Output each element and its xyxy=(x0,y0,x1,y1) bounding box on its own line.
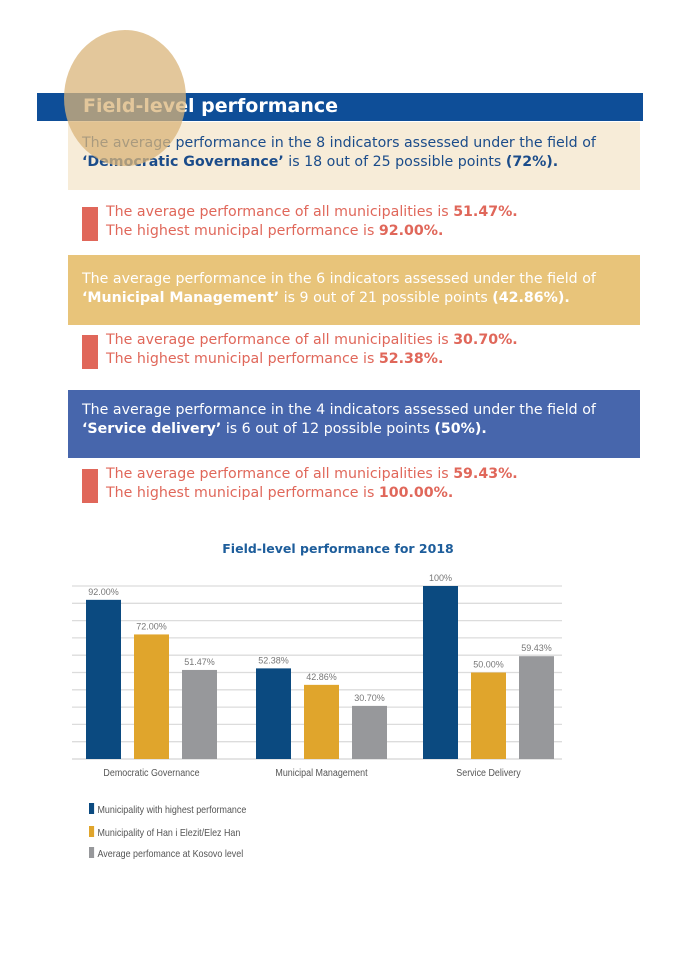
legend-label: Municipality with highest performance xyxy=(97,804,247,816)
stat-text: The average performance of all municipal… xyxy=(106,332,454,348)
stat-value: 52.38%. xyxy=(378,351,444,367)
stat-value: 59.43%. xyxy=(453,466,518,482)
field-name: ‘Municipal Management’ xyxy=(82,290,280,306)
stat-text: The highest municipal performance is xyxy=(106,351,379,367)
stat-text: The average performance of all municipal… xyxy=(106,466,454,482)
chart-title: Field-level performance for 2018 xyxy=(222,541,454,556)
data-label: 30.70% xyxy=(354,693,385,703)
field-percent: (72%). xyxy=(505,154,559,170)
legend-label: Average perfomance at Kosovo level xyxy=(97,848,244,860)
stat-value: 92.00%. xyxy=(378,223,444,239)
legend-swatch xyxy=(89,826,95,837)
data-label: 100% xyxy=(429,573,452,583)
data-label: 92.00% xyxy=(88,587,119,597)
bar xyxy=(423,586,458,759)
stat-text: The highest municipal performance is xyxy=(106,485,379,501)
stat-value: 30.70%. xyxy=(453,332,518,348)
legend-swatch xyxy=(89,803,95,814)
bullet-square xyxy=(82,335,98,369)
box-text: The average performance in the 8 indicat… xyxy=(82,135,596,151)
bar xyxy=(86,599,121,759)
legend-item: Municipality with highest performance xyxy=(89,803,246,816)
bar xyxy=(471,672,506,759)
bullet-square xyxy=(82,469,98,503)
data-label: 72.00% xyxy=(136,621,167,631)
bar xyxy=(519,656,554,759)
box-text: The average performance in the 4 indicat… xyxy=(82,402,596,418)
legend-label: Municipality of Han i Elezit/Elez Han xyxy=(97,827,241,839)
bar xyxy=(256,668,291,759)
bar-chart: 92.00% 72.00% 51.47% Democratic Governance 5… xyxy=(72,573,562,779)
field-percent: (42.86%). xyxy=(492,290,570,306)
field-percent: (50%). xyxy=(434,421,487,437)
box-text: is 9 out of 21 possible points xyxy=(279,290,493,306)
service-delivery-box: The average performance in the 4 indicat… xyxy=(68,390,640,458)
box-text: is 6 out of 12 possible points xyxy=(221,421,435,437)
municipal-management-box: The average performance in the 6 indicat… xyxy=(68,255,640,325)
bar xyxy=(182,669,217,759)
legend-item: Average perfomance at Kosovo level xyxy=(89,847,243,860)
democratic-governance-box: The average performance in the 8 indicat… xyxy=(68,122,640,190)
bar xyxy=(304,684,339,759)
stat-text: The highest municipal performance is xyxy=(106,223,379,239)
data-label: 51.47% xyxy=(184,657,215,667)
decorative-circle xyxy=(64,30,186,166)
bar xyxy=(352,705,387,759)
bullet-square xyxy=(82,207,98,241)
category-label: Service Delivery xyxy=(456,767,521,779)
stat-value: 100.00%. xyxy=(378,485,454,501)
category-label: Democratic Governance xyxy=(103,767,199,779)
data-label: 52.38% xyxy=(258,655,289,665)
legend-swatch xyxy=(89,847,95,858)
field-name: ‘Service delivery’ xyxy=(82,421,222,437)
data-label: 50.00% xyxy=(473,660,504,670)
category-label: Municipal Management xyxy=(275,767,367,779)
box-text: The average performance in the 6 indicat… xyxy=(82,271,596,287)
box-text: is 18 out of 25 possible points xyxy=(283,154,506,170)
stat-value: 51.47%. xyxy=(453,204,518,220)
bar xyxy=(134,634,169,759)
stat-text: The average performance of all municipal… xyxy=(106,204,454,220)
legend-item: Municipality of Han i Elezit/Elez Han xyxy=(89,826,240,839)
data-label: 42.86% xyxy=(306,672,337,682)
data-label: 59.43% xyxy=(521,643,552,653)
